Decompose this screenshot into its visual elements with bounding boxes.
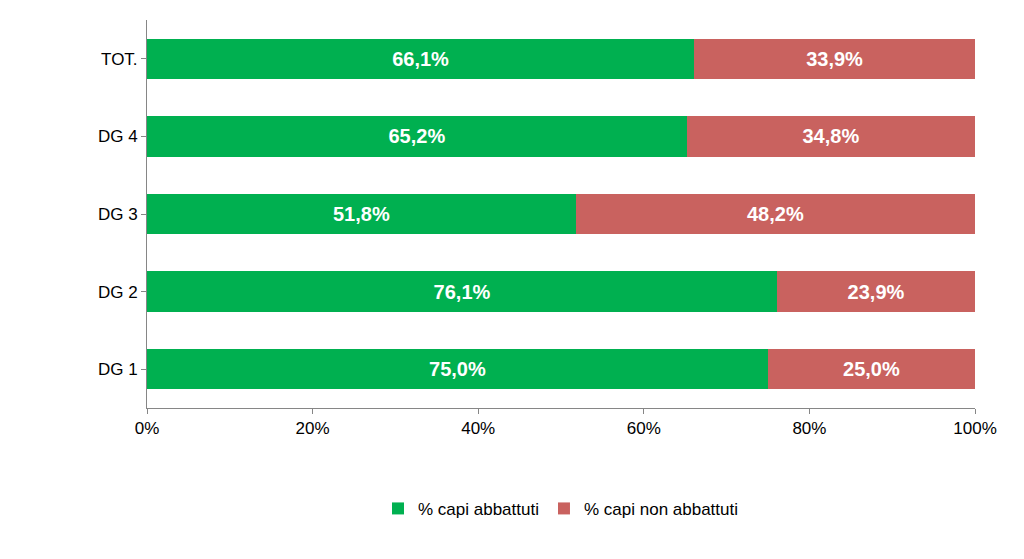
- svg-text:% capi non abbattuti: % capi non abbattuti: [584, 500, 738, 519]
- svg-text:48,2%: 48,2%: [747, 203, 804, 225]
- svg-text:TOT.: TOT.: [101, 50, 138, 69]
- svg-text:DG 1: DG 1: [98, 360, 138, 379]
- svg-text:60%: 60%: [627, 419, 661, 438]
- svg-text:23,9%: 23,9%: [848, 281, 905, 303]
- svg-text:76,1%: 76,1%: [434, 281, 491, 303]
- svg-text:51,8%: 51,8%: [333, 203, 390, 225]
- svg-text:20%: 20%: [296, 419, 330, 438]
- svg-text:DG 3: DG 3: [98, 205, 138, 224]
- svg-text:% capi abbattuti: % capi abbattuti: [418, 500, 539, 519]
- svg-text:34,8%: 34,8%: [802, 125, 859, 147]
- svg-text:33,9%: 33,9%: [806, 48, 863, 70]
- svg-text:DG 4: DG 4: [98, 127, 138, 146]
- svg-text:75,0%: 75,0%: [429, 358, 486, 380]
- svg-text:66,1%: 66,1%: [392, 48, 449, 70]
- svg-text:100%: 100%: [953, 419, 996, 438]
- svg-text:25,0%: 25,0%: [843, 358, 900, 380]
- svg-text:0%: 0%: [135, 419, 160, 438]
- svg-text:65,2%: 65,2%: [388, 125, 445, 147]
- svg-text:80%: 80%: [792, 419, 826, 438]
- svg-text:DG 2: DG 2: [98, 283, 138, 302]
- svg-text:40%: 40%: [461, 419, 495, 438]
